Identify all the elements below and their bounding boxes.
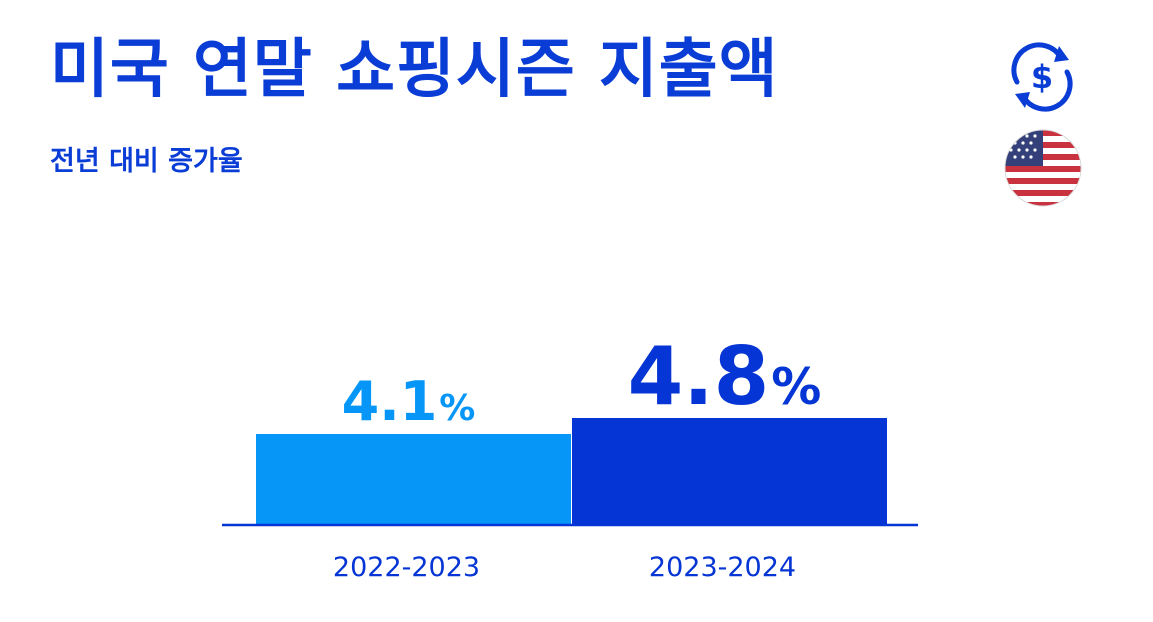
data-label-2022-2023: 4.1%	[342, 370, 476, 433]
bar-2022-2023	[256, 434, 571, 525]
currency-exchange-icon: $	[1011, 42, 1073, 112]
data-label-2023-2024: 4.8%	[628, 330, 822, 423]
chart-subtitle: 전년 대비 증가율	[50, 146, 243, 177]
bar-2023-2024	[572, 418, 887, 525]
us-flag-icon	[1004, 129, 1082, 207]
svg-text:$: $	[1031, 58, 1053, 96]
chart-title: 미국 연말 쇼핑시즌 지출액	[50, 33, 779, 107]
x-tick-label: 2023-2024	[649, 552, 796, 583]
x-tick-label: 2022-2023	[333, 552, 480, 583]
